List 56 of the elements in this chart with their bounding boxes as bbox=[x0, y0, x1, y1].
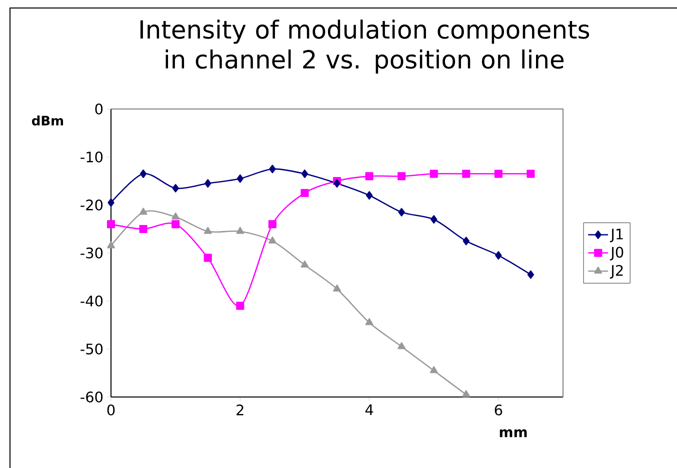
x-tick-label: 6 bbox=[494, 404, 502, 416]
y-axis-title: dBm bbox=[32, 115, 64, 126]
point bbox=[108, 198, 114, 207]
legend-label: J0 bbox=[610, 246, 624, 260]
point bbox=[334, 179, 340, 188]
point bbox=[107, 241, 115, 248]
point bbox=[365, 318, 374, 326]
point bbox=[236, 174, 244, 183]
point bbox=[139, 224, 148, 234]
point bbox=[106, 220, 116, 228]
point bbox=[462, 170, 470, 178]
point bbox=[300, 188, 309, 198]
point bbox=[204, 226, 212, 234]
point bbox=[526, 170, 535, 178]
point bbox=[204, 179, 212, 188]
point bbox=[236, 226, 244, 234]
y-tick-label: -30 bbox=[80, 248, 103, 258]
point bbox=[204, 254, 212, 262]
point bbox=[333, 284, 341, 292]
x-axis-title: mm bbox=[500, 429, 527, 438]
point bbox=[300, 260, 309, 268]
point bbox=[462, 236, 470, 246]
y-tick-label: -20 bbox=[80, 200, 103, 210]
point bbox=[430, 215, 438, 224]
point bbox=[172, 184, 179, 192]
point bbox=[172, 212, 180, 220]
chart-title: Intensity of modulation components in channel 2 vs. position on line bbox=[140, 20, 590, 74]
y-tick-label: -40 bbox=[80, 296, 103, 306]
point bbox=[301, 170, 308, 178]
point bbox=[269, 164, 276, 174]
point bbox=[462, 390, 470, 398]
point bbox=[268, 236, 276, 244]
legend-label: J2 bbox=[610, 264, 623, 279]
point bbox=[172, 220, 180, 228]
point bbox=[366, 191, 373, 200]
point bbox=[398, 172, 406, 180]
x-tick-label: 2 bbox=[236, 404, 244, 416]
point bbox=[236, 302, 244, 310]
point bbox=[139, 208, 148, 215]
point bbox=[430, 366, 438, 374]
y-tick-label: -10 bbox=[80, 152, 103, 162]
point bbox=[494, 170, 502, 178]
point bbox=[495, 251, 502, 260]
point bbox=[140, 170, 147, 178]
y-tick-label: -50 bbox=[80, 344, 103, 354]
point bbox=[268, 220, 276, 228]
point bbox=[398, 208, 405, 216]
legend-label: J1 bbox=[610, 228, 623, 242]
point bbox=[398, 342, 406, 350]
point bbox=[527, 270, 534, 279]
y-tick-label: -60 bbox=[80, 392, 103, 402]
y-tick-label: 0 bbox=[95, 104, 103, 114]
point bbox=[430, 170, 438, 178]
point bbox=[365, 172, 374, 180]
x-tick-label: 4 bbox=[365, 404, 374, 416]
x-tick-label: 0 bbox=[107, 404, 115, 416]
